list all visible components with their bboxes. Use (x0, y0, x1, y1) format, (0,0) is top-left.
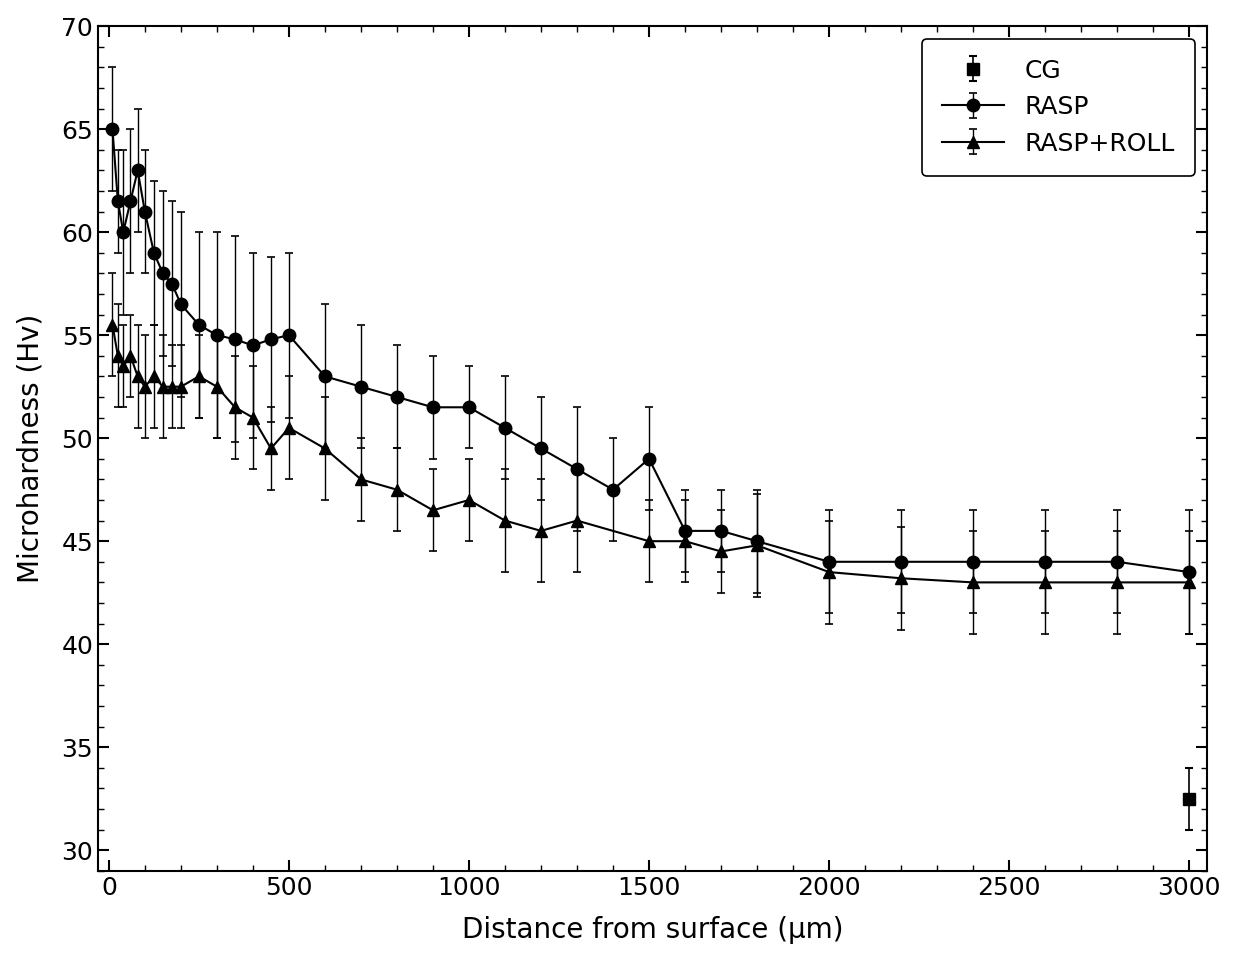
Y-axis label: Microhardness (Hv): Microhardness (Hv) (16, 314, 45, 583)
Legend: CG, RASP, RASP+ROLL: CG, RASP, RASP+ROLL (921, 38, 1194, 176)
X-axis label: Distance from surface (μm): Distance from surface (μm) (461, 917, 843, 945)
